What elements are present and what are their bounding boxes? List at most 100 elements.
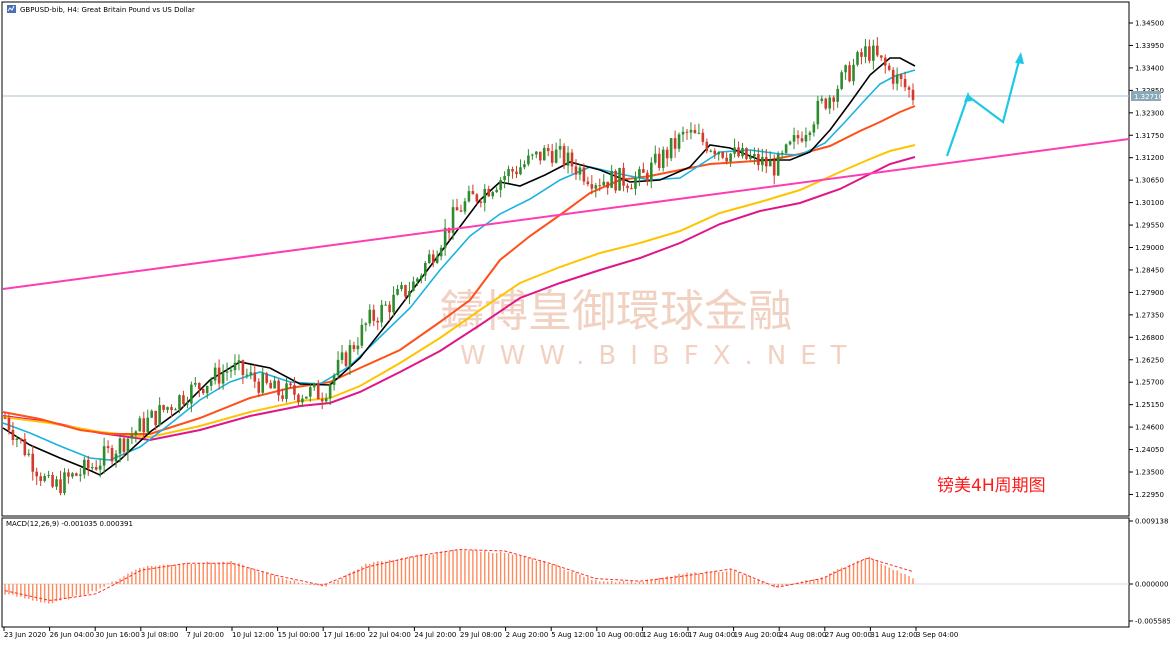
candle-body — [237, 360, 241, 363]
candle-body — [174, 409, 177, 411]
candle — [55, 476, 58, 490]
time-tick-label: 10 Aug 00:00 — [597, 631, 644, 639]
candle-body — [618, 167, 621, 191]
candle-body — [400, 285, 403, 289]
candle — [725, 152, 728, 165]
candle — [499, 177, 502, 198]
candle-body — [578, 167, 582, 175]
candle-body — [677, 134, 681, 149]
candle-body — [245, 374, 249, 376]
candle — [412, 276, 415, 292]
candlesticks — [3, 37, 915, 496]
candle — [681, 126, 685, 142]
time-tick-label: 17 Aug 04:00 — [688, 631, 735, 639]
watermark-cn: 鑄博皇御環球金融 — [440, 286, 792, 337]
candle-body — [891, 69, 895, 84]
candle — [463, 197, 467, 215]
candle — [590, 175, 594, 195]
candle — [340, 345, 344, 364]
time-tick-label: 3 Sep 04:00 — [916, 631, 958, 639]
candle — [408, 281, 411, 305]
candle-body — [721, 152, 724, 158]
candle — [776, 151, 780, 176]
candle — [324, 393, 328, 404]
candle — [784, 143, 788, 155]
candle-body — [225, 371, 229, 373]
candle — [848, 61, 851, 83]
candle — [146, 409, 150, 435]
candle — [542, 145, 546, 161]
candle — [174, 407, 177, 411]
time-tick-label: 5 Aug 12:00 — [551, 631, 594, 639]
candle — [221, 364, 225, 390]
candle-body — [733, 147, 736, 154]
candle — [7, 414, 11, 435]
candle — [51, 471, 54, 489]
candle — [75, 472, 78, 477]
candle-body — [745, 147, 748, 159]
candle-body — [856, 52, 859, 65]
candle-body — [590, 184, 594, 189]
price-tick-label: 1.24600 — [1135, 424, 1164, 432]
candle-body — [205, 385, 209, 394]
candle-body — [51, 475, 54, 487]
candle — [471, 184, 475, 195]
price-tick-label: 1.27350 — [1135, 311, 1164, 319]
candle — [35, 467, 39, 486]
candle — [487, 185, 491, 197]
chart-header: GBPUSD-bib, H4: Great Britain Pound vs U… — [7, 5, 195, 14]
time-tick-label: 12 Aug 16:00 — [642, 631, 689, 639]
candle-body — [35, 471, 39, 477]
candle — [166, 406, 169, 414]
candle-body — [669, 138, 673, 159]
candle — [439, 244, 443, 261]
time-tick-label: 31 Aug 12:00 — [870, 631, 917, 639]
candle-body — [293, 385, 296, 395]
candle — [459, 204, 463, 213]
candle-body — [820, 98, 824, 101]
candle — [764, 149, 768, 174]
candle — [400, 281, 403, 292]
candle — [86, 455, 90, 476]
candle-body — [380, 304, 383, 323]
candle — [229, 365, 233, 378]
candle — [197, 382, 201, 398]
candle-body — [527, 155, 530, 165]
candle-body — [154, 410, 157, 426]
candle-body — [348, 345, 352, 366]
candle-body — [602, 181, 606, 186]
price-tick-label: 1.30650 — [1135, 177, 1164, 185]
candle-body — [122, 438, 126, 452]
candle-body — [408, 290, 411, 297]
candle-body — [277, 380, 280, 396]
candle — [348, 339, 352, 375]
candle-body — [94, 466, 98, 470]
candle — [582, 163, 586, 186]
candle — [895, 67, 899, 91]
current-price-tag-text: 1.32710 — [1134, 93, 1163, 101]
candle-body — [412, 281, 415, 291]
candle — [396, 284, 399, 296]
candle-body — [741, 147, 744, 157]
candle — [614, 169, 617, 194]
candle-body — [725, 157, 728, 162]
price-tick-label: 1.28450 — [1135, 266, 1164, 274]
current-price-tag-bg — [1131, 91, 1161, 101]
candle — [138, 415, 142, 432]
candle-body — [297, 394, 300, 403]
candle-body — [459, 210, 463, 212]
candle-body — [864, 46, 867, 57]
candle — [594, 183, 598, 198]
macd-tick-label: -0.005585 — [1135, 618, 1170, 626]
candle — [293, 376, 296, 400]
candle — [423, 261, 427, 281]
candle-body — [249, 372, 253, 375]
candle — [301, 394, 304, 408]
candle-body — [876, 45, 879, 56]
candle — [213, 362, 217, 385]
candle-body — [47, 475, 50, 477]
price-tick-label: 1.24050 — [1135, 446, 1164, 454]
candle-body — [713, 150, 717, 155]
time-tick-label: 29 Jul 08:00 — [460, 631, 502, 639]
